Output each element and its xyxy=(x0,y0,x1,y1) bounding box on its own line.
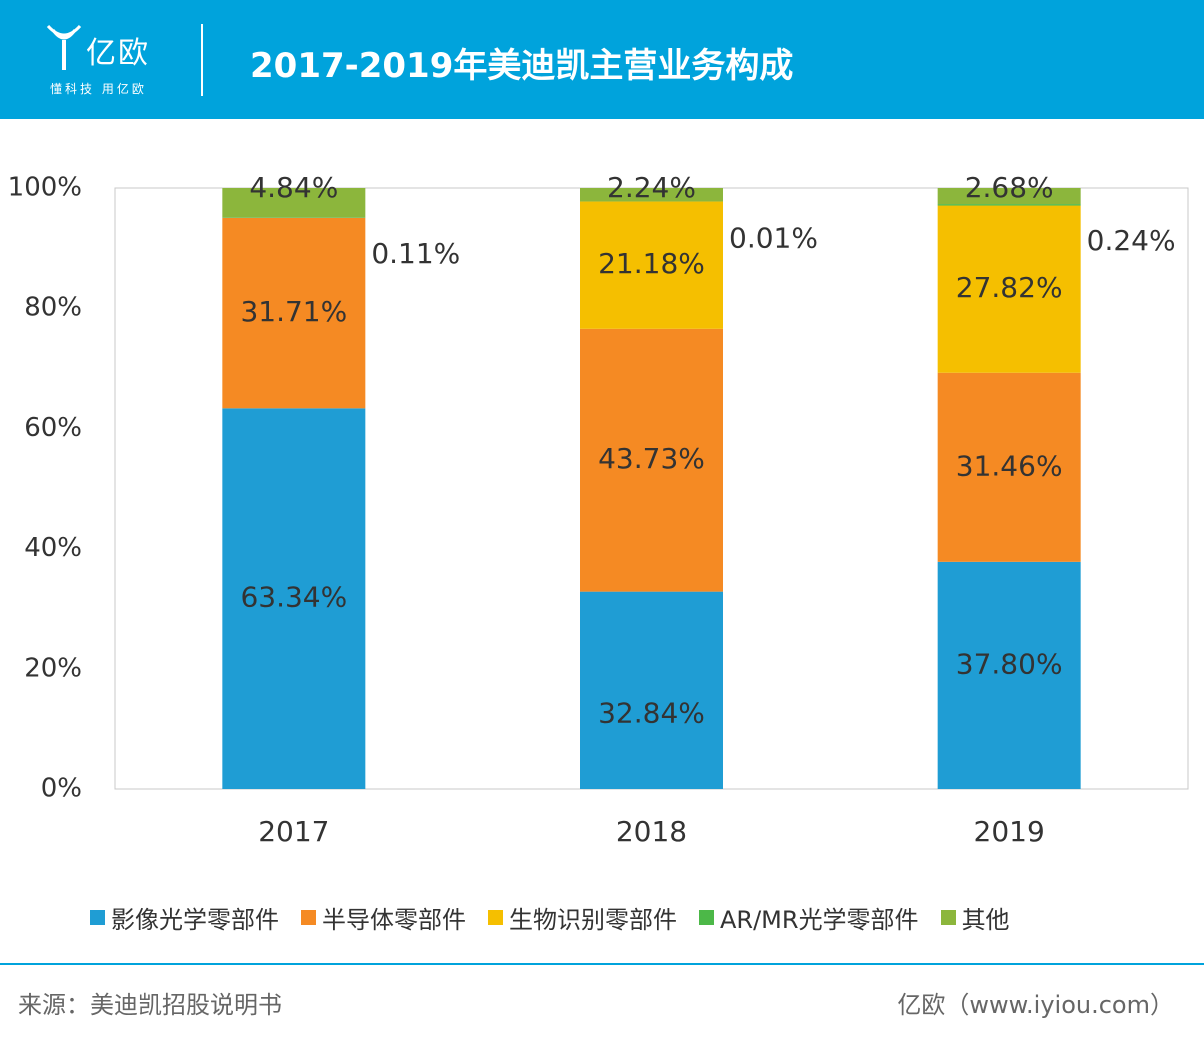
legend-item: AR/MR光学零部件 xyxy=(699,900,919,935)
bar-segment-2018-0 xyxy=(580,591,723,789)
y-tick-label: 40% xyxy=(24,533,82,563)
data-label: 31.46% xyxy=(956,449,1063,482)
data-label: 31.71% xyxy=(240,295,347,328)
data-label: 21.18% xyxy=(598,247,705,280)
data-label: 37.80% xyxy=(956,647,1063,680)
legend-item: 生物识别零部件 xyxy=(488,900,677,935)
legend-item: 其他 xyxy=(940,900,1010,935)
x-tick-label: 2019 xyxy=(974,815,1045,848)
data-label: 4.84% xyxy=(249,171,338,204)
legend-swatch xyxy=(940,910,956,925)
legend-swatch xyxy=(488,910,503,925)
legend-item: 影像光学零部件 xyxy=(90,900,279,935)
legend-label: 影像光学零部件 xyxy=(111,906,279,934)
data-label-small: 0.24% xyxy=(1087,224,1176,257)
x-tick-label: 2018 xyxy=(616,815,687,848)
data-label: 63.34% xyxy=(240,581,347,614)
yiou-logo-icon xyxy=(46,24,82,70)
header-divider xyxy=(201,24,203,96)
data-label: 43.73% xyxy=(598,442,705,475)
header-bar: 亿欧 懂科技 用亿欧 2017-2019年美迪凯主营业务构成 xyxy=(0,0,1204,119)
bar-segment-2017-1 xyxy=(222,217,366,409)
y-tick-label: 80% xyxy=(24,293,82,323)
y-tick-label: 20% xyxy=(24,653,82,683)
source-note: 来源：美迪凯招股说明书 xyxy=(18,991,282,1019)
bar-segment-2017-4 xyxy=(222,188,366,218)
legend-swatch xyxy=(301,910,316,925)
page-title: 2017-2019年美迪凯主营业务构成 xyxy=(250,46,794,86)
data-label: 2.24% xyxy=(607,171,696,204)
legend-label: 生物识别零部件 xyxy=(509,906,677,934)
bar-segment-2019-3 xyxy=(937,204,1081,206)
data-label: 32.84% xyxy=(598,696,705,729)
data-label: 27.82% xyxy=(956,271,1063,304)
bar-segment-2018-4 xyxy=(580,188,723,202)
data-label-small: 0.01% xyxy=(729,221,818,254)
legend-swatch xyxy=(699,910,714,925)
y-tick-label: 100% xyxy=(8,173,82,203)
bar-segment-2019-4 xyxy=(937,188,1081,205)
stacked-bar-chart: 0% 20% 40% 60% 80% 100% 63.34% 31.71% 0.11% 4.84%… xyxy=(8,171,1189,848)
bar-segment-2019-2 xyxy=(937,205,1081,373)
bar-segment-2017-0 xyxy=(222,408,366,789)
logo-name: 亿欧 xyxy=(86,36,150,71)
footer-divider xyxy=(0,963,1204,965)
legend-label: 其他 xyxy=(961,906,1010,934)
y-tick-label: 60% xyxy=(24,413,82,443)
data-label: 2.68% xyxy=(965,171,1054,204)
x-tick-label: 2017 xyxy=(258,815,329,848)
bar-segment-2018-1 xyxy=(580,328,723,592)
legend-item: 半导体零部件 xyxy=(301,900,466,935)
credit-note: 亿欧（www.iyiou.com） xyxy=(897,991,1174,1019)
bar-segment-2019-0 xyxy=(937,561,1081,789)
legend-swatch xyxy=(90,910,105,925)
legend-label: 半导体零部件 xyxy=(322,906,466,934)
bar-segment-2018-2 xyxy=(580,201,723,329)
bar-segment-2017-3 xyxy=(222,217,366,218)
bar-segment-2019-1 xyxy=(937,372,1081,562)
y-tick-label: 0% xyxy=(41,774,82,804)
chart-legend: 影像光学零部件 半导体零部件 生物识别零部件 AR/MR光学零部件 其他 xyxy=(90,900,1032,935)
legend-label: AR/MR光学零部件 xyxy=(720,906,919,934)
logo-slogan: 懂科技 用亿欧 xyxy=(50,82,147,96)
data-label-small: 0.11% xyxy=(371,237,460,270)
